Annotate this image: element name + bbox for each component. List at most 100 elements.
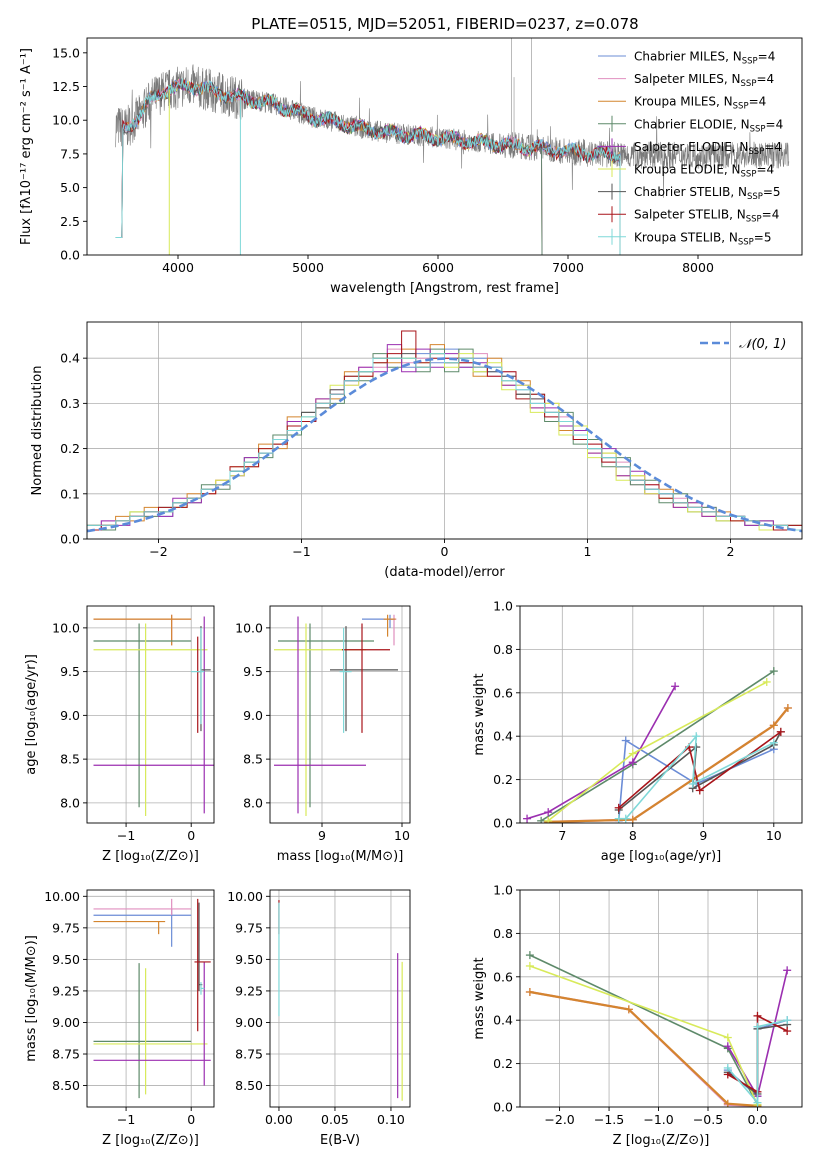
x-axis-label: wavelength [Angstrom, rest frame] [330, 281, 559, 296]
x-tick-label: 9 [699, 828, 707, 843]
legend-entry: Chabrier ELODIE, NSSP=4 [634, 117, 783, 134]
legend-entry-value: =5 [754, 230, 772, 244]
y-axis-label: age [log₁₀(age/yr)] [24, 654, 39, 775]
x-tick-label: 9 [318, 828, 326, 843]
model-spectrum-kroupa-stelib [115, 78, 621, 255]
panel-weight_vs_z: −2.0 −1.5 −1.0 −0.5 0.0 0.0 0.2 0.4 0.6 0.8 1.0 Z [… [472, 883, 803, 1148]
axes-frame [86, 889, 215, 1108]
x-tick-label: 10 [394, 828, 410, 843]
x-tick-label: −1 [117, 1112, 135, 1127]
model-spectrum-chabrier-miles [115, 79, 621, 255]
legend-entry-sub: SSP [742, 57, 758, 67]
legend-entry: 𝒩(0, 1) [739, 337, 786, 352]
x-axis-label: age [log₁₀(age/yr)] [601, 849, 722, 864]
x-tick-label: 0.0 [748, 1112, 768, 1127]
panel-age_vs_z: −1 0 8.0 8.5 9.0 9.5 10.0 Z [log₁₀(Z/Z⊙)] age [l… [24, 605, 215, 864]
legend-entry-name: Chabrier STELIB, N [634, 185, 747, 199]
x-tick-label: −1 [292, 544, 310, 559]
x-tick-label: 10 [766, 828, 782, 843]
axes-frame [269, 605, 411, 824]
y-tick-label: 0.0 [60, 532, 80, 547]
y-tick-label: 9.50 [235, 952, 263, 967]
axes-frame [519, 889, 803, 1108]
legend-entry: Salpeter ELODIE, NSSP=4 [634, 140, 782, 157]
y-tick-label: 0.8 [493, 642, 513, 657]
y-tick-label: 0.2 [60, 441, 80, 456]
y-tick-label: 10.0 [235, 620, 263, 635]
y-tick-label: 8.50 [235, 1078, 263, 1093]
axes-overlay: 4000 5000 6000 7000 8000 0.0 2.5 5.0 7.5 10.0 12.5… [19, 37, 803, 296]
legend-entry-sub: SSP [747, 192, 763, 202]
model-spectrum-kroupa-miles [115, 79, 621, 255]
x-tick-label: −1.0 [643, 1112, 673, 1127]
panels: 4000 5000 6000 7000 80000.02.55.07.510.012.5… [19, 37, 803, 1148]
y-tick-label: 0.4 [493, 729, 513, 744]
x-tick-label: 0 [441, 544, 449, 559]
y-tick-label: 0.6 [493, 969, 513, 984]
y-tick-label: 9.5 [60, 664, 80, 679]
y-tick-label: 9.0 [243, 708, 263, 723]
y-tick-label: 8.50 [52, 1078, 80, 1093]
axes-overlay: −1 0 8.50 8.75 9.00 9.25 9.50 9.75 10.00 Z [log₁₀… [24, 889, 215, 1148]
y-tick-label: 8.75 [52, 1047, 80, 1062]
x-tick-label: 8000 [682, 260, 714, 275]
legend-entry: Chabrier STELIB, NSSP=5 [634, 185, 781, 202]
model-spectrum-chabrier-stelib [115, 78, 621, 255]
panel-mass_vs_ebv: 0.00 0.05 0.10 8.50 8.75 9.00 9.25 9.50 9.75 10.0… [227, 889, 411, 1148]
axes-frame [86, 605, 215, 824]
y-tick-label: 0.1 [60, 486, 80, 501]
y-tick-label: 1.0 [493, 883, 513, 898]
legend-entry-sub: SSP [741, 79, 757, 89]
axes-overlay: −2 −1 0 1 2 0.0 0.1 0.2 0.3 0.4 (data-model)/error… [30, 321, 803, 580]
plot-area [523, 667, 792, 823]
weight-line-kroupa-stelib [727, 1019, 788, 1105]
x-tick-label: −2 [149, 544, 167, 559]
legend-entry-value: =5 [763, 185, 781, 199]
legend-entry: Kroupa ELODIE, NSSP=4 [634, 163, 774, 180]
legend-entry-name: Salpeter STELIB, N [634, 208, 746, 222]
plot-area [87, 330, 802, 539]
y-tick-label: 9.0 [60, 708, 80, 723]
y-tick-label: 10.00 [44, 889, 80, 904]
x-axis-label: Z [log₁₀(Z/Z⊙)] [102, 1133, 199, 1148]
y-tick-label: 15.0 [52, 45, 80, 60]
x-axis-label: (data-model)/error [384, 565, 505, 580]
legend-entry-value: =4 [749, 95, 767, 109]
legend-entry: Kroupa MILES, NSSP=4 [634, 95, 766, 112]
y-tick-label: 2.5 [60, 214, 80, 229]
legend-entry-sub: SSP [746, 215, 762, 225]
y-axis-label: mass [log₁₀(M/M⊙)] [24, 935, 39, 1062]
panel-weight_vs_age: 7 8 9 10 0.0 0.2 0.4 0.6 0.8 1.0 age [log₁₀(age/yr… [472, 599, 803, 864]
legend-entry-value: =4 [756, 72, 774, 86]
plot-area [115, 38, 790, 255]
gaussian-curve [87, 357, 802, 533]
y-tick-label: 9.25 [52, 983, 80, 998]
weight-line-chabrier-miles [617, 739, 775, 821]
legend-entry-name: Chabrier MILES, N [634, 50, 742, 64]
y-tick-label: 12.5 [52, 79, 80, 94]
y-tick-label: 0.2 [493, 1056, 513, 1071]
x-tick-label: −0.5 [693, 1112, 723, 1127]
legend-entry: Chabrier MILES, NSSP=4 [634, 50, 775, 67]
y-axis-label: Flux [fλ10⁻¹⁷ erg cm⁻² s⁻¹ A⁻¹] [19, 48, 34, 245]
y-tick-label: 9.25 [235, 983, 263, 998]
model-spectrum-kroupa-elodie [164, 78, 543, 255]
weight-line-kroupa-miles [529, 990, 758, 1107]
panel-age_vs_mass: 9 10 8.0 8.5 9.0 9.5 10.0 mass [log₁₀(M/M⊙)] [235, 605, 411, 864]
legend-entry-sub: SSP [741, 170, 757, 180]
x-tick-label: −1.5 [594, 1112, 624, 1127]
plot-area [93, 898, 211, 1099]
x-tick-label: 7 [558, 828, 566, 843]
legend-entry-value: =4 [766, 117, 784, 131]
plot-area [525, 951, 792, 1107]
legend-entry-sub: SSP [738, 237, 754, 247]
x-tick-label: 0.00 [265, 1112, 293, 1127]
x-tick-label: 1 [584, 544, 592, 559]
legend-entry-value: =4 [762, 208, 780, 222]
model-spectrum-salpeter-elodie [164, 78, 543, 255]
x-tick-label: 7000 [552, 260, 584, 275]
y-tick-label: 8.0 [60, 795, 80, 810]
x-tick-label: 4000 [162, 260, 194, 275]
